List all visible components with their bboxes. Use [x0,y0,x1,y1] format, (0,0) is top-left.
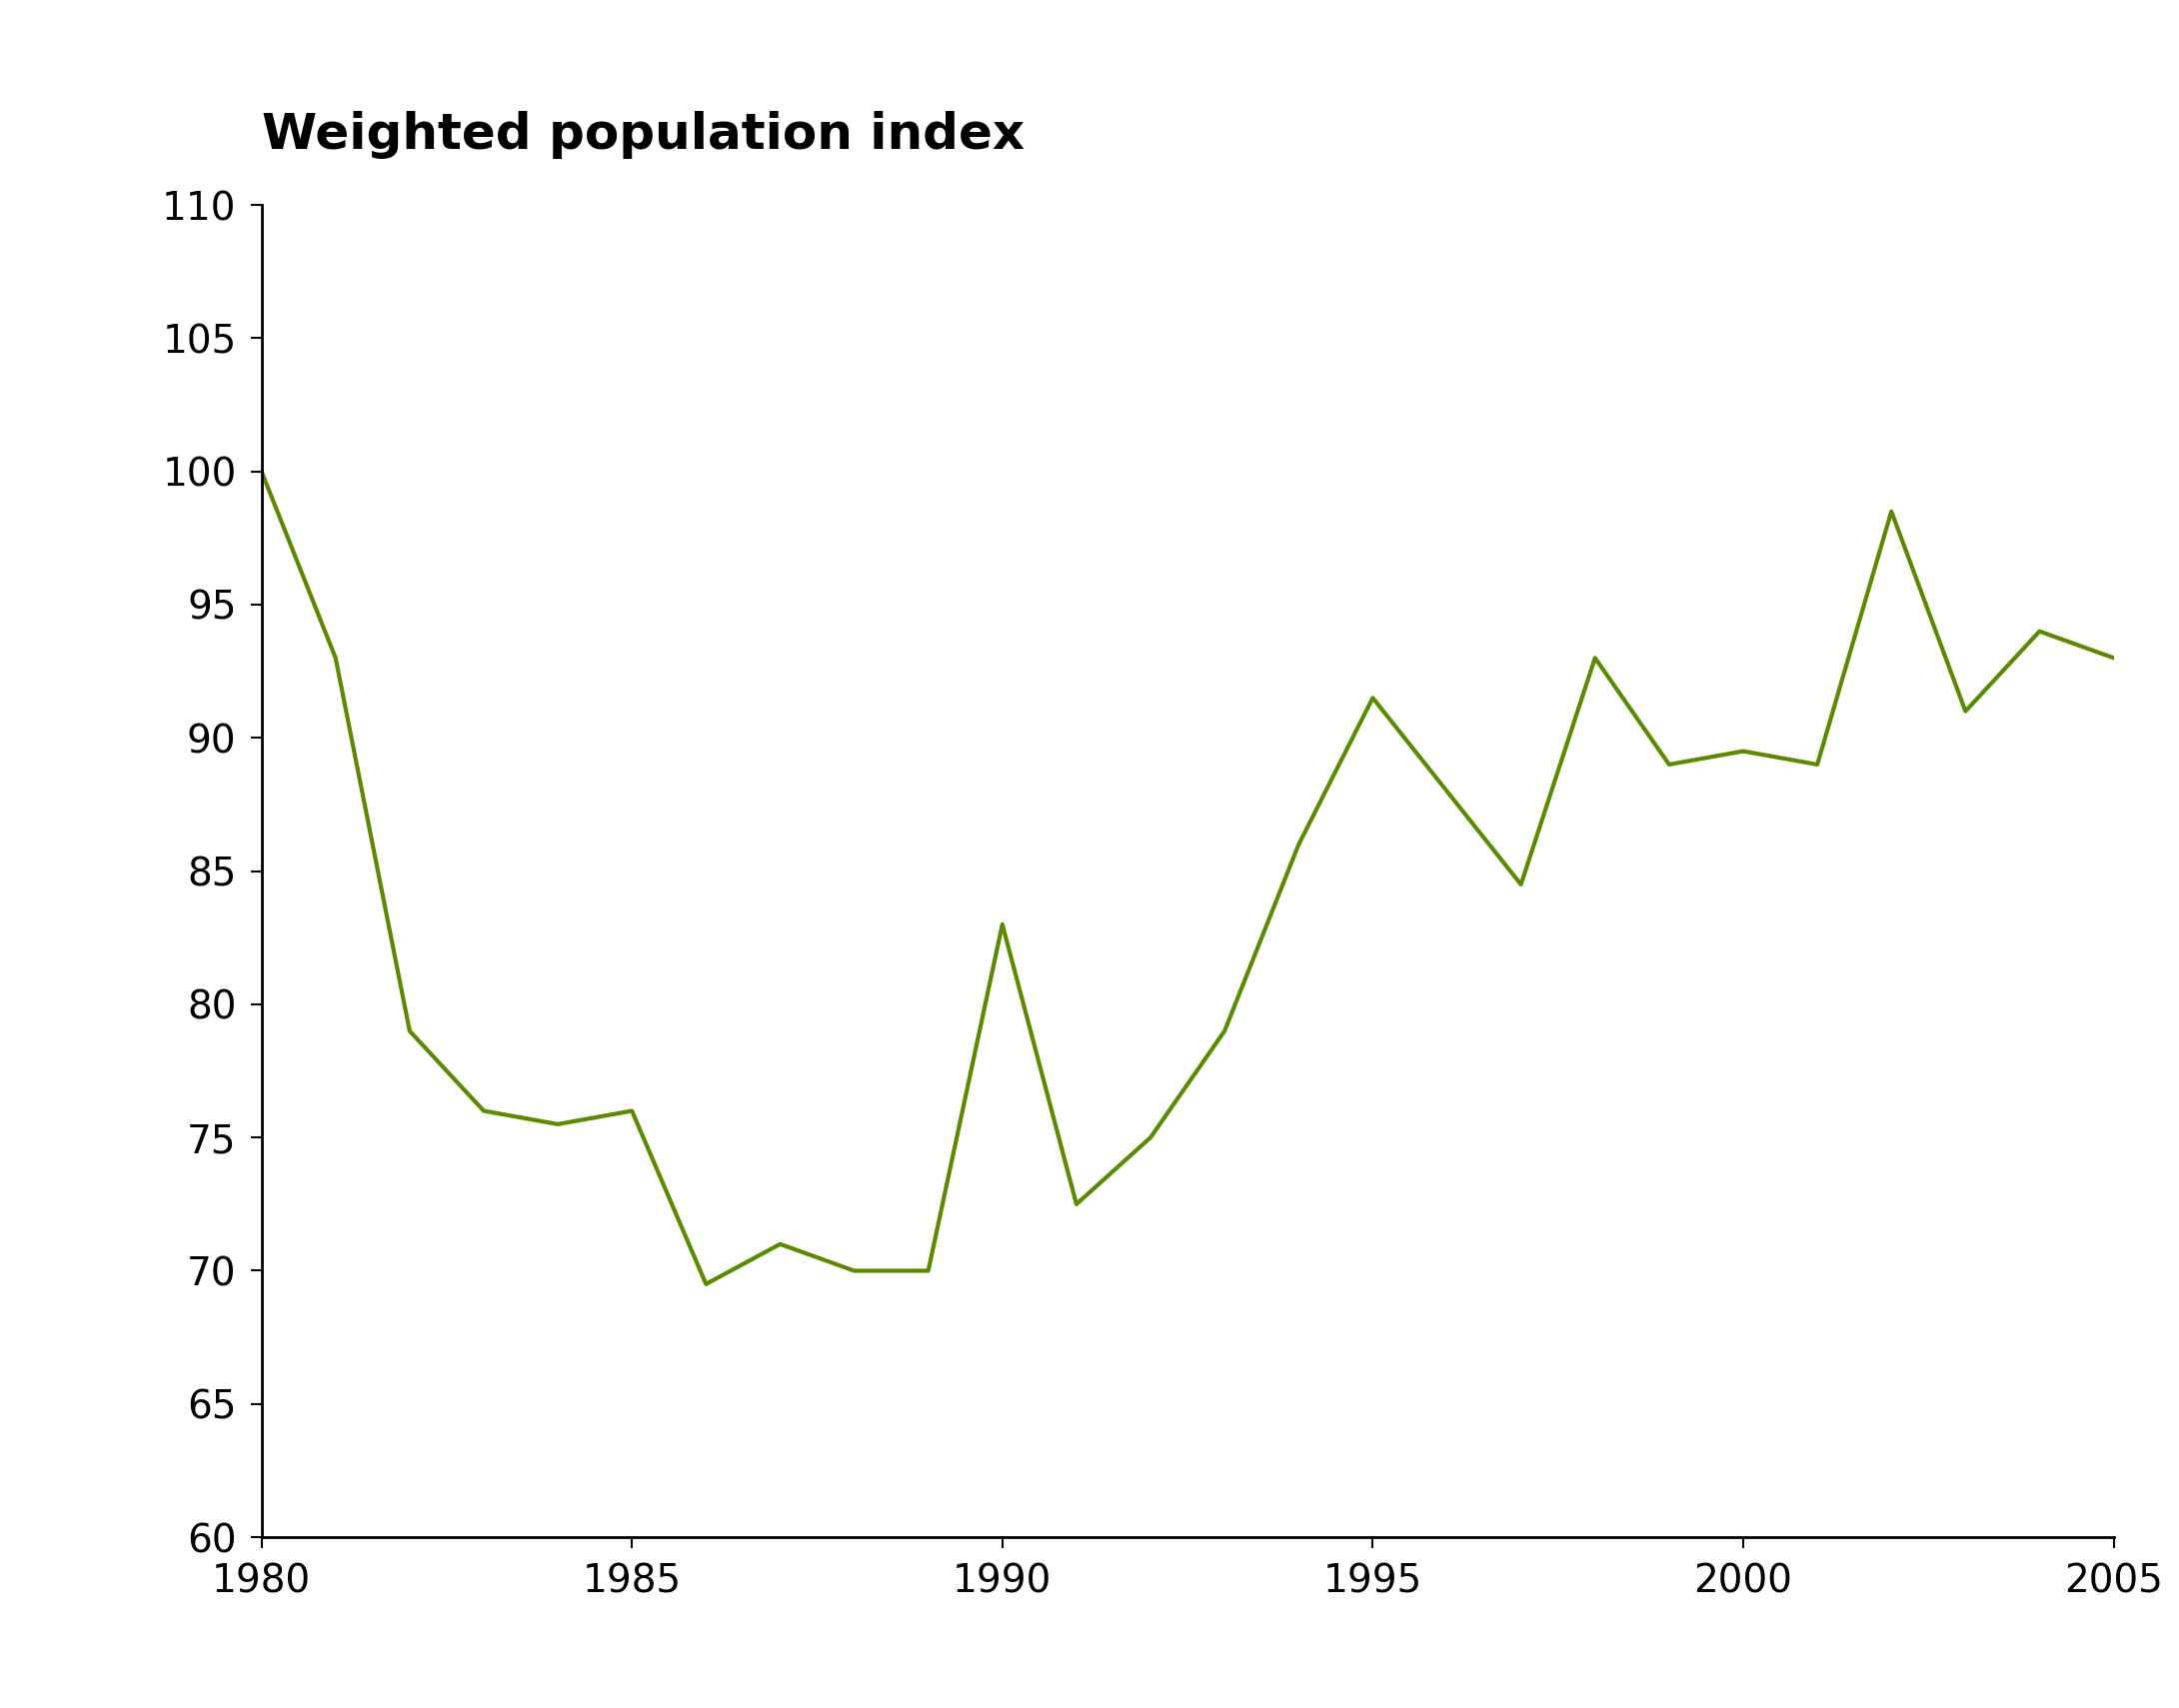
Text: Weighted population index: Weighted population index [261,111,1024,159]
